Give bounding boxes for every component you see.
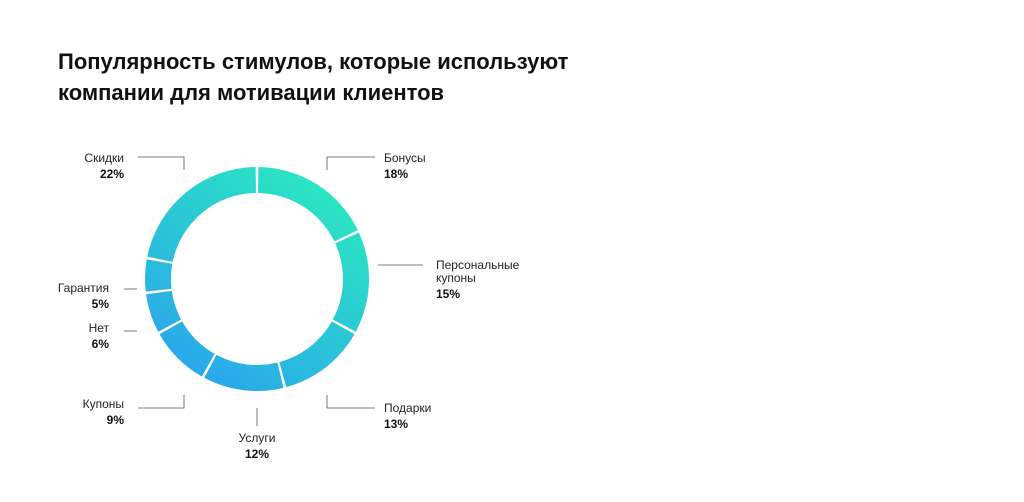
slice-label-8: Скидки xyxy=(84,151,124,165)
donut-segments xyxy=(145,167,369,391)
slice-label-3: Подарки xyxy=(384,401,431,415)
donut-slice-1 xyxy=(258,167,358,242)
donut-slice-7 xyxy=(145,259,173,292)
donut-slice-3 xyxy=(279,321,355,388)
slice-label-2-line-2: купоны xyxy=(436,271,476,285)
chart-title-line-1: Популярность стимулов, которые использую… xyxy=(58,49,569,74)
donut-slice-8 xyxy=(147,167,256,262)
slice-label-6: Нет xyxy=(89,321,110,335)
donut-slice-6 xyxy=(146,290,182,332)
slice-value-2: 15% xyxy=(436,287,460,301)
slice-label-4: Услуги xyxy=(239,431,276,445)
slice-value-4: 12% xyxy=(245,447,269,461)
chart-title-line-2: компании для мотивации клиентов xyxy=(58,80,445,105)
slice-value-1: 18% xyxy=(384,167,408,181)
leader-line-3 xyxy=(326,395,375,409)
slice-value-8: 22% xyxy=(100,167,124,181)
chart-title: Популярность стимулов, которые использую… xyxy=(58,46,568,108)
slice-label-2-line-1: Персональные xyxy=(436,258,520,272)
donut-slice-5 xyxy=(159,321,215,377)
donut-slice-4 xyxy=(204,354,284,391)
slice-value-5: 9% xyxy=(107,413,125,427)
leader-lines xyxy=(124,156,423,426)
donut-slice-2 xyxy=(332,232,369,332)
leader-line-5 xyxy=(138,395,185,409)
slice-label-7: Гарантия xyxy=(58,281,109,295)
slice-value-7: 5% xyxy=(92,297,110,311)
slice-label-5: Купоны xyxy=(83,397,124,411)
leader-line-1 xyxy=(326,156,375,170)
slice-value-3: 13% xyxy=(384,417,408,431)
slice-value-6: 6% xyxy=(92,337,110,351)
leader-line-8 xyxy=(138,156,185,170)
slice-label-1: Бонусы xyxy=(384,151,426,165)
